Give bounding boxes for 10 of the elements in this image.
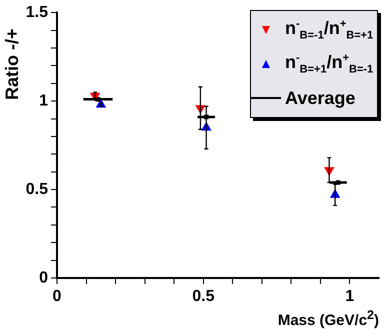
y-tick-label: 0 <box>39 269 48 286</box>
y-tick-label: 0.5 <box>26 180 48 198</box>
y-tick-label: 1 <box>39 92 48 110</box>
y-axis-title: Ratio -/+ <box>2 28 23 100</box>
legend-label: Average <box>285 88 356 108</box>
x-tick-label: 0.5 <box>192 288 215 306</box>
x-tick-label: 1 <box>345 288 354 306</box>
x-tick-label: 0 <box>52 288 62 306</box>
x-axis-title: Mass (GeV/c$^{2}$) <box>278 308 379 329</box>
y-tick-label: 1.5 <box>26 4 48 22</box>
